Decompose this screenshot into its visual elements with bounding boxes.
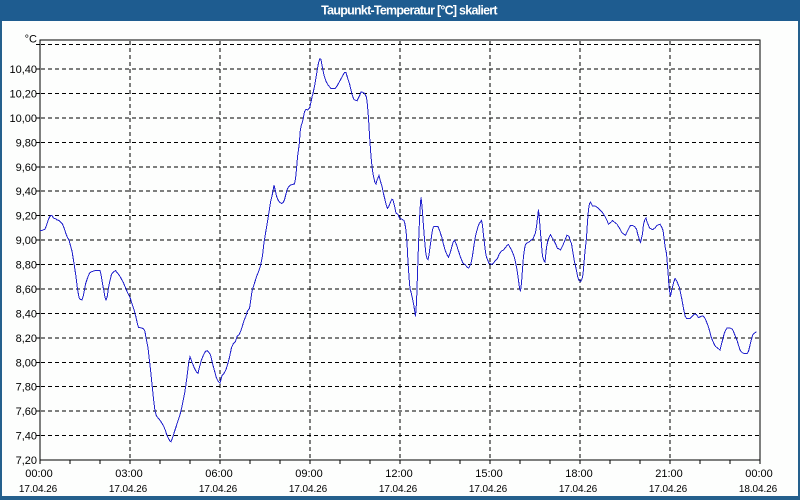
svg-text:18.04.26: 18.04.26 — [739, 484, 778, 495]
svg-text:7,60: 7,60 — [16, 406, 37, 418]
svg-text:10,00: 10,00 — [9, 113, 37, 125]
svg-text:9,60: 9,60 — [16, 162, 37, 174]
svg-text:9,20: 9,20 — [16, 211, 37, 223]
svg-text:00:00: 00:00 — [25, 468, 53, 480]
svg-text:10,20: 10,20 — [9, 89, 37, 101]
svg-text:8,80: 8,80 — [16, 260, 37, 272]
svg-text:17.04.26: 17.04.26 — [19, 484, 58, 495]
svg-text:9,00: 9,00 — [16, 235, 37, 247]
svg-text:17.04.26: 17.04.26 — [109, 484, 148, 495]
svg-text:8,20: 8,20 — [16, 333, 37, 345]
svg-text:03:00: 03:00 — [115, 468, 143, 480]
svg-text:7,20: 7,20 — [16, 455, 37, 467]
svg-text:8,60: 8,60 — [16, 284, 37, 296]
svg-text:00:00: 00:00 — [745, 468, 773, 480]
svg-text:17.04.26: 17.04.26 — [469, 484, 508, 495]
svg-text:8,40: 8,40 — [16, 308, 37, 320]
svg-text:12:00: 12:00 — [385, 468, 413, 480]
svg-text:7,80: 7,80 — [16, 382, 37, 394]
svg-text:17.04.26: 17.04.26 — [199, 484, 238, 495]
svg-text:06:00: 06:00 — [205, 468, 233, 480]
svg-text:8,00: 8,00 — [16, 357, 37, 369]
svg-text:15:00: 15:00 — [475, 468, 503, 480]
svg-text:17.04.26: 17.04.26 — [289, 484, 328, 495]
svg-text:Taupunkt-Temperatur [°C] skali: Taupunkt-Temperatur [°C] skaliert — [321, 4, 498, 18]
svg-text:21:00: 21:00 — [655, 468, 683, 480]
svg-text:17.04.26: 17.04.26 — [559, 484, 598, 495]
svg-text:10,40: 10,40 — [9, 64, 37, 76]
svg-text:7,40: 7,40 — [16, 431, 37, 443]
svg-text:17.04.26: 17.04.26 — [649, 484, 688, 495]
svg-text:09:00: 09:00 — [295, 468, 323, 480]
svg-text:17.04.26: 17.04.26 — [379, 484, 418, 495]
svg-text:9,40: 9,40 — [16, 186, 37, 198]
svg-text:9,80: 9,80 — [16, 137, 37, 149]
svg-text:°C: °C — [25, 34, 37, 46]
svg-text:18:00: 18:00 — [565, 468, 593, 480]
